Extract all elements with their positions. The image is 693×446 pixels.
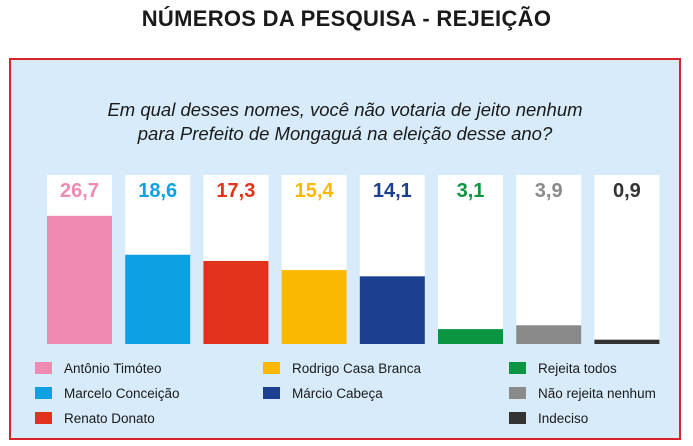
legend-swatch: [35, 387, 52, 399]
bar-value-label: 26,7: [60, 180, 99, 202]
legend-item: Indeciso: [509, 409, 588, 427]
legend-label: Antônio Timóteo: [64, 360, 162, 376]
bar-column-background: [594, 175, 660, 344]
legend-label: Marcelo Conceição: [64, 385, 180, 401]
legend-item: Não rejeita nenhum: [509, 384, 656, 402]
legend-swatch: [35, 362, 52, 374]
page-title: NÚMEROS DA PESQUISA - REJEIÇÃO: [141, 6, 552, 31]
bar: [594, 339, 660, 344]
legend-label: Indeciso: [538, 410, 589, 426]
legend-label: Márcio Cabeça: [292, 385, 383, 401]
bar-value-label: 17,3: [216, 180, 255, 202]
legend-label: Não rejeita nenhum: [538, 385, 656, 401]
bar-value-label: 3,9: [535, 180, 563, 202]
legend-swatch: [263, 362, 280, 374]
bar: [125, 254, 191, 344]
question-line-2: para Prefeito de Mongaguá na eleição des…: [137, 123, 553, 144]
question-line-1: Em qual desses nomes, você não votaria d…: [107, 99, 583, 120]
legend-item: Rodrigo Casa Branca: [263, 359, 421, 377]
bar: [47, 215, 112, 344]
bar-value-label: 15,4: [295, 180, 335, 202]
bar: [516, 325, 582, 344]
bar-chart: 26,7 18,6 17,3 15,4 14,1 3,1 3,9 0,9: [47, 175, 660, 344]
bar-value-label: 14,1: [373, 180, 412, 202]
bar-column-background: [438, 175, 503, 344]
legend-item: Renato Donato: [35, 409, 155, 427]
legend-item: Marcelo Conceição: [35, 384, 180, 402]
legend-swatch: [509, 362, 526, 374]
bar-value-label: 18,6: [138, 180, 177, 202]
bar: [281, 270, 347, 344]
bar-column-background: [516, 175, 582, 344]
legend-item: Rejeita todos: [509, 359, 617, 377]
legend-swatch: [35, 412, 52, 424]
bar: [359, 276, 425, 344]
legend-swatch: [509, 387, 526, 399]
bar: [438, 329, 503, 344]
bar-value-label: 3,1: [457, 180, 485, 202]
bar: [203, 260, 269, 344]
chart-question: Em qual desses nomes, você não votaria d…: [11, 98, 679, 146]
bar-value-label: 0,9: [613, 180, 641, 202]
legend-label: Renato Donato: [64, 410, 155, 426]
legend-label: Rejeita todos: [538, 360, 617, 376]
legend-label: Rodrigo Casa Branca: [292, 360, 422, 376]
legend-swatch: [509, 412, 526, 424]
legend-item: Antônio Timóteo: [35, 359, 162, 377]
legend-swatch: [263, 387, 280, 399]
legend-item: Márcio Cabeça: [263, 384, 383, 402]
chart-panel: Em qual desses nomes, você não votaria d…: [9, 58, 681, 440]
